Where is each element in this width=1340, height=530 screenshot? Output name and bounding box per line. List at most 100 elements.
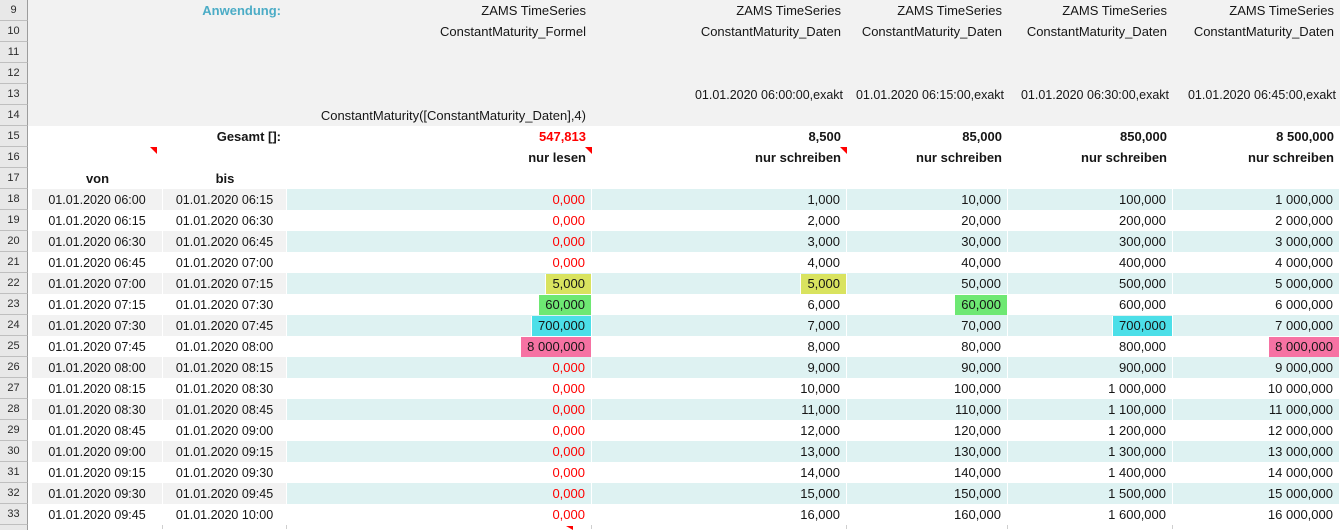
cell-von[interactable]: 01.01.2020 07:45 xyxy=(32,336,163,357)
row-number[interactable]: 30 xyxy=(0,441,28,462)
row-number[interactable]: 28 xyxy=(0,399,28,420)
cell-value-1[interactable]: 0,000 xyxy=(287,504,592,525)
cell-value-2[interactable]: 5,000 xyxy=(592,273,847,294)
cell-value-2[interactable]: 15,000 xyxy=(592,483,847,504)
cell-bis[interactable]: 01.01.2020 06:15 xyxy=(163,189,287,210)
row-number[interactable]: 23 xyxy=(0,294,28,315)
cell-value-4[interactable]: 400,000 xyxy=(1008,252,1173,273)
cell-bis[interactable]: 01.01.2020 08:45 xyxy=(163,399,287,420)
cell-bis[interactable]: 01.01.2020 09:45 xyxy=(163,483,287,504)
cell-von[interactable]: 01.01.2020 08:15 xyxy=(32,378,163,399)
cell-value-1[interactable]: 700,000 xyxy=(287,315,592,336)
cell-von[interactable]: 01.01.2020 09:45 xyxy=(32,504,163,525)
cell-value-1[interactable]: 5,000 xyxy=(287,273,592,294)
cell-value-4[interactable]: 1 600,000 xyxy=(1008,504,1173,525)
row-number[interactable]: 12 xyxy=(0,63,28,84)
empty-cell[interactable] xyxy=(847,105,1008,126)
row-number[interactable]: 25 xyxy=(0,336,28,357)
cell-value-3[interactable]: 110,000 xyxy=(847,399,1008,420)
cell-value-4[interactable]: 1 200,000 xyxy=(1008,420,1173,441)
cell-bis[interactable]: 01.01.2020 08:00 xyxy=(163,336,287,357)
von-header-cell[interactable]: von xyxy=(85,170,110,186)
gesamt-label-cell[interactable]: Gesamt []: xyxy=(216,128,281,144)
col5-total-cell[interactable]: 8 500,000 xyxy=(1276,128,1334,144)
row-number[interactable]: 13 xyxy=(0,84,28,105)
col3-mode-cell[interactable]: nur schreiben xyxy=(916,149,1002,165)
cell-value-3[interactable]: 20,000 xyxy=(847,210,1008,231)
empty-cell[interactable] xyxy=(1008,105,1173,126)
cell-value-5[interactable]: 6 000,000 xyxy=(1173,294,1340,315)
cell-value-4[interactable]: 800,000 xyxy=(1008,336,1173,357)
cell-value-3[interactable]: 120,000 xyxy=(847,420,1008,441)
cell-value-2[interactable]: 6,000 xyxy=(592,294,847,315)
cell-value-4[interactable]: 1 500,000 xyxy=(1008,483,1173,504)
cell-value-2[interactable]: 1,000 xyxy=(592,189,847,210)
cell-von[interactable]: 01.01.2020 06:00 xyxy=(32,189,163,210)
cell-value-4[interactable]: 1 300,000 xyxy=(1008,441,1173,462)
empty-cell[interactable] xyxy=(287,168,592,189)
row-number[interactable]: 15 xyxy=(0,126,28,147)
col2-mode-cell[interactable]: nur schreiben xyxy=(592,147,847,168)
row-number[interactable]: 21 xyxy=(0,252,28,273)
cell-value-5[interactable]: 9 000,000 xyxy=(1173,357,1340,378)
empty-cell[interactable] xyxy=(32,0,163,21)
formula-cell[interactable]: ConstantMaturity([ConstantMaturity_Daten… xyxy=(287,105,592,126)
cell-bis[interactable]: 01.01.2020 09:30 xyxy=(163,462,287,483)
col1-series-name-cell[interactable]: ConstantMaturity_Formel xyxy=(287,21,592,42)
cell-value-2[interactable]: 13,000 xyxy=(592,441,847,462)
col5-series-name-cell[interactable]: ConstantMaturity_Daten xyxy=(1173,21,1340,42)
col4-series-name-cell[interactable]: ConstantMaturity_Daten xyxy=(1008,21,1173,42)
empty-cell[interactable] xyxy=(1173,168,1340,189)
cell-von[interactable]: 01.01.2020 06:30 xyxy=(32,231,163,252)
cell-von[interactable]: 01.01.2020 08:30 xyxy=(32,399,163,420)
cell-value-1[interactable]: 0,000 xyxy=(287,378,592,399)
cell-von[interactable]: 01.01.2020 08:00 xyxy=(32,357,163,378)
empty-cell[interactable] xyxy=(163,147,287,168)
cell-value-1[interactable]: 0,000 xyxy=(287,462,592,483)
cell-value-2[interactable]: 8,000 xyxy=(592,336,847,357)
cell-von[interactable]: 01.01.2020 09:15 xyxy=(32,462,163,483)
cell-value-2[interactable]: 9,000 xyxy=(592,357,847,378)
cell-von[interactable]: 01.01.2020 08:45 xyxy=(32,420,163,441)
cell-value-2[interactable]: 4,000 xyxy=(592,252,847,273)
cell-bis[interactable]: 01.01.2020 09:00 xyxy=(163,420,287,441)
empty-cell[interactable] xyxy=(287,63,592,84)
empty-cell[interactable] xyxy=(287,84,592,105)
row-number[interactable]: 27 xyxy=(0,378,28,399)
cell-value-2[interactable]: 10,000 xyxy=(592,378,847,399)
cell-value-4[interactable]: 1 400,000 xyxy=(1008,462,1173,483)
col2-series-name-cell[interactable]: ConstantMaturity_Daten xyxy=(592,21,847,42)
cell-bis[interactable]: 01.01.2020 08:15 xyxy=(163,357,287,378)
row-number[interactable]: 18 xyxy=(0,189,28,210)
col4-total-cell[interactable]: 850,000 xyxy=(1120,128,1167,144)
bis-header-cell[interactable]: bis xyxy=(215,170,235,186)
cell-value-4[interactable]: 100,000 xyxy=(1008,189,1173,210)
cell-value-5[interactable]: 3 000,000 xyxy=(1173,231,1340,252)
cell-bis[interactable]: 01.01.2020 09:15 xyxy=(163,441,287,462)
cell-von[interactable]: 01.01.2020 09:30 xyxy=(32,483,163,504)
col4-mode-cell[interactable]: nur schreiben xyxy=(1081,149,1167,165)
cell-value-1[interactable]: 0,000 xyxy=(287,357,592,378)
anwendung-label-cell[interactable]: Anwendung: xyxy=(163,0,287,21)
cell-value-4[interactable]: 200,000 xyxy=(1008,210,1173,231)
empty-cell[interactable] xyxy=(32,42,163,63)
cell-value-1[interactable]: 0,000 xyxy=(287,420,592,441)
col5-app-title-cell[interactable]: ZAMS TimeSeries xyxy=(1173,0,1340,21)
row-number[interactable]: 22 xyxy=(0,273,28,294)
empty-cell[interactable] xyxy=(163,63,287,84)
empty-cell[interactable] xyxy=(847,63,1008,84)
col2-total-cell[interactable]: 8,500 xyxy=(808,128,841,144)
col3-total-cell[interactable]: 85,000 xyxy=(962,128,1002,144)
empty-cell[interactable] xyxy=(32,63,163,84)
col3-app-title-cell[interactable]: ZAMS TimeSeries xyxy=(847,0,1008,21)
cell-bis[interactable]: 01.01.2020 08:30 xyxy=(163,378,287,399)
empty-cell[interactable] xyxy=(592,63,847,84)
col3-timestamp-cell[interactable]: 01.01.2020 06:15:00,exakt xyxy=(847,84,1008,105)
cell-value-5[interactable]: 1 000,000 xyxy=(1173,189,1340,210)
col3-series-name-cell[interactable]: ConstantMaturity_Daten xyxy=(847,21,1008,42)
col1-mode-cell[interactable]: nur lesen xyxy=(287,147,592,168)
cell-value-5[interactable]: 12 000,000 xyxy=(1173,420,1340,441)
cell-value-3[interactable]: 40,000 xyxy=(847,252,1008,273)
empty-cell[interactable] xyxy=(1008,168,1173,189)
cell-von[interactable]: 01.01.2020 07:30 xyxy=(32,315,163,336)
